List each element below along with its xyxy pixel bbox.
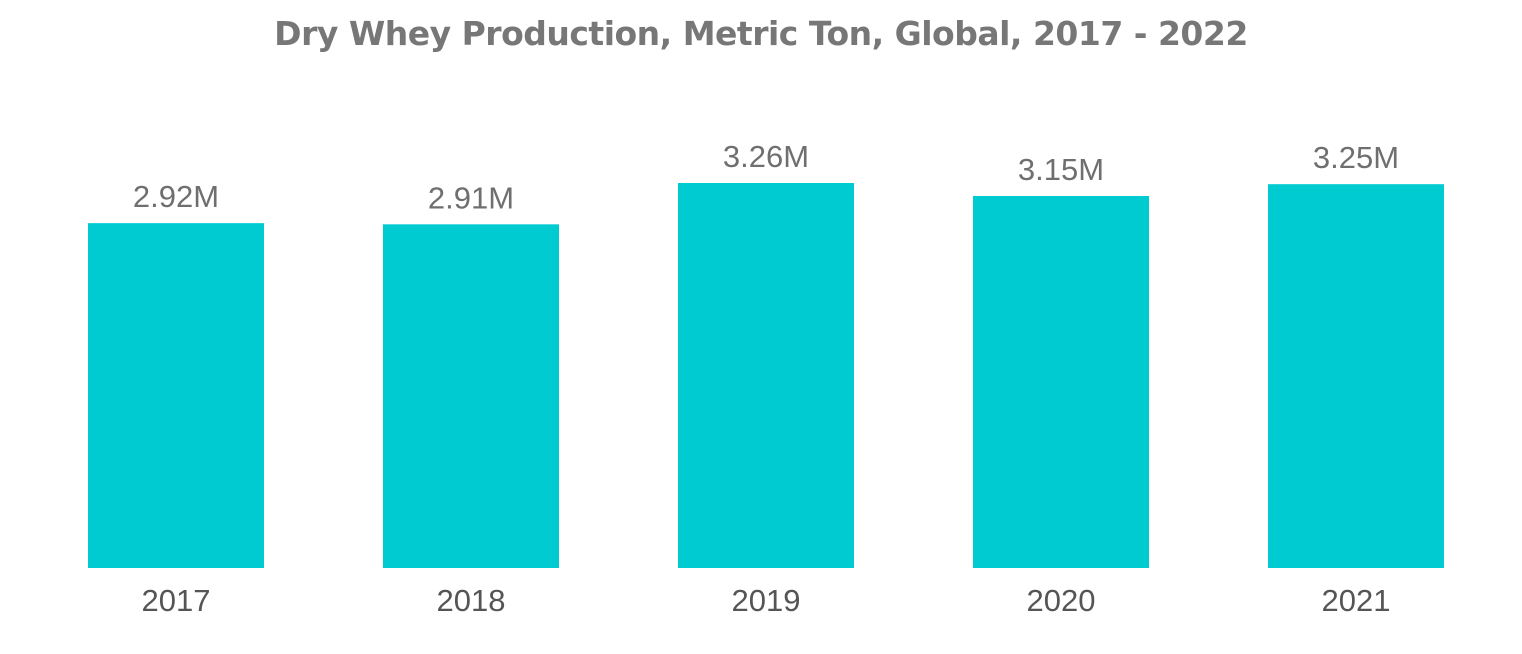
bar-2021 — [1268, 184, 1444, 569]
data-label-2018: 2.91M — [428, 180, 514, 215]
x-tick-label-2019: 2019 — [732, 583, 801, 618]
data-label-2017: 2.92M — [133, 179, 219, 214]
data-label-2021: 3.25M — [1313, 140, 1399, 175]
x-tick-label-2018: 2018 — [437, 583, 506, 618]
x-axis-ticks: 2017 2018 2019 2020 2021 — [142, 583, 1391, 618]
data-label-2020: 3.15M — [1018, 152, 1104, 187]
bar-2018 — [383, 224, 559, 568]
x-tick-label-2021: 2021 — [1322, 583, 1391, 618]
x-tick-label-2020: 2020 — [1027, 583, 1096, 618]
data-label-2019: 3.26M — [723, 139, 809, 174]
chart-title: Dry Whey Production, Metric Ton, Global,… — [274, 14, 1248, 53]
bars-layer — [88, 183, 1444, 569]
x-tick-label-2017: 2017 — [142, 583, 211, 618]
bar-2019 — [678, 183, 854, 568]
bar-2017 — [88, 223, 264, 568]
bar-2020 — [973, 195, 1149, 569]
data-labels-layer: 2.92M 2.91M 3.26M 3.15M 3.25M — [133, 139, 1399, 215]
